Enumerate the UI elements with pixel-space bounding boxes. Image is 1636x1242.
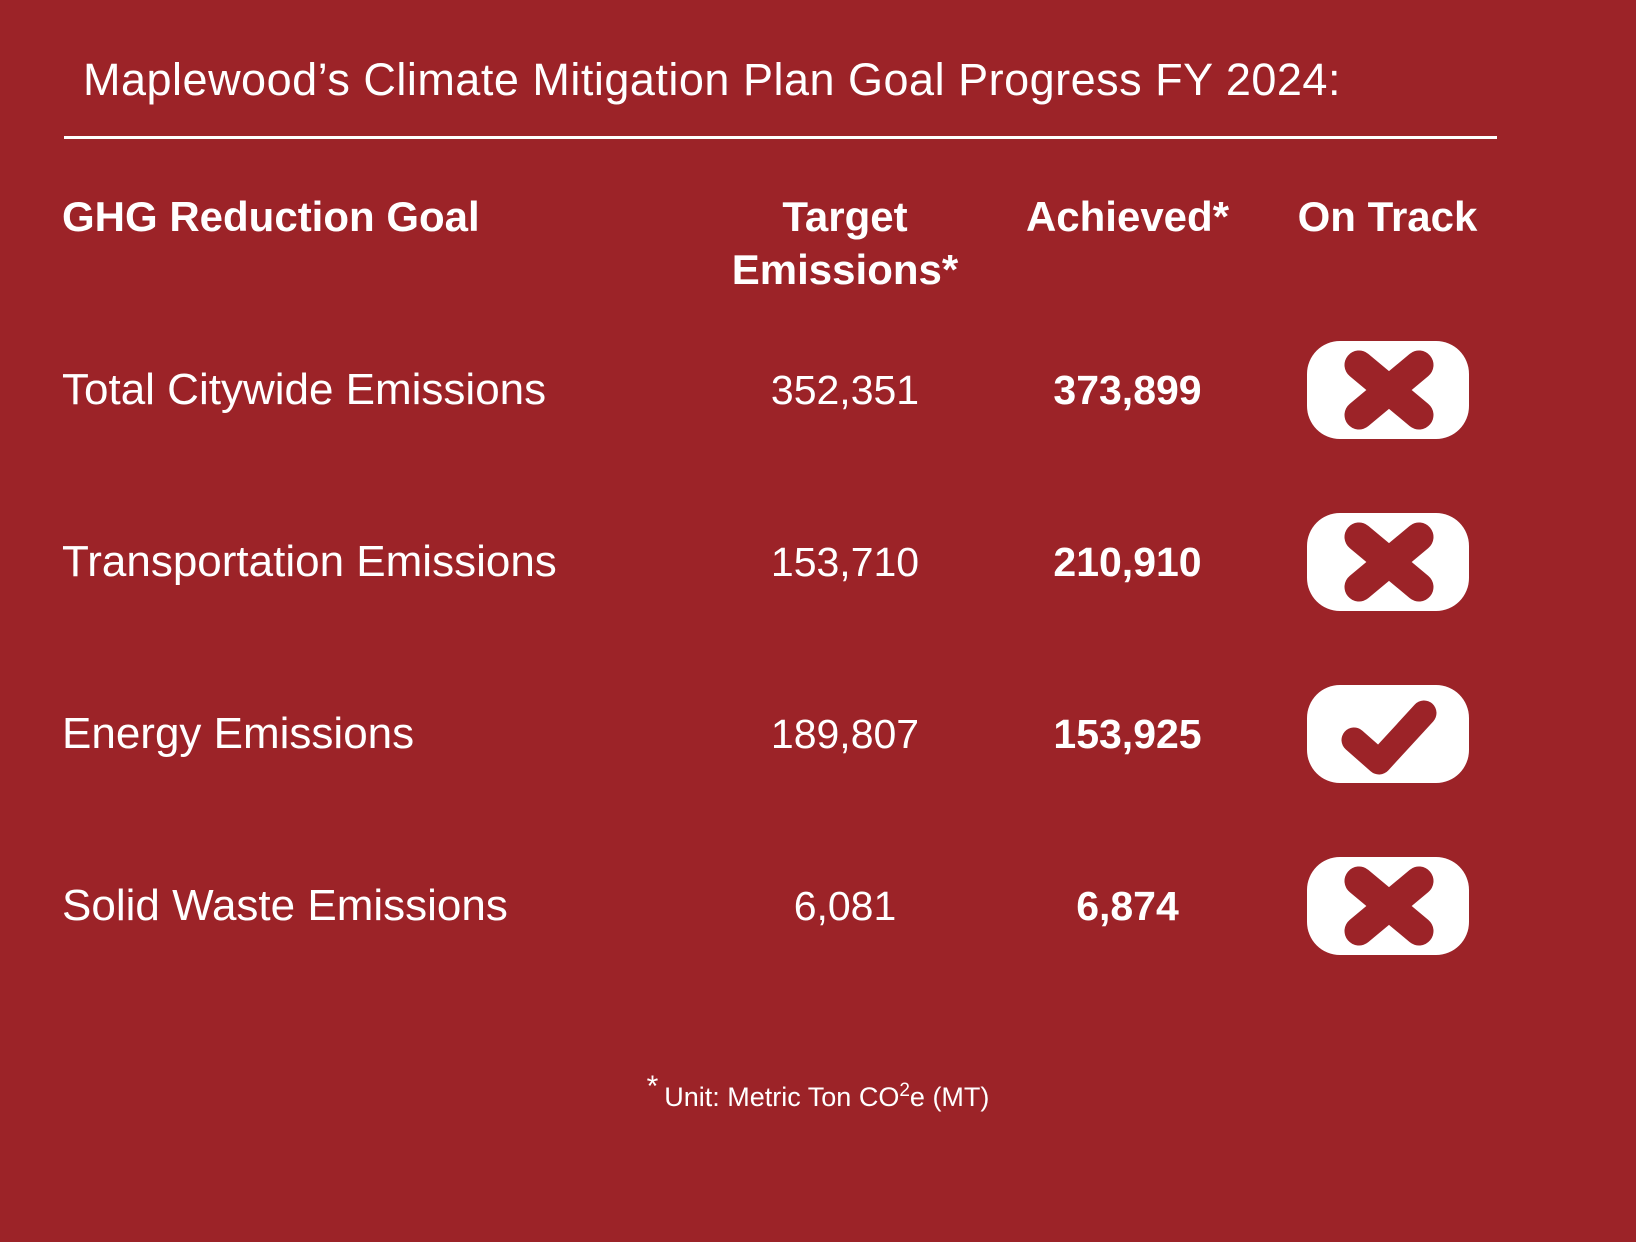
goal-label: Total Citywide Emissions (62, 365, 547, 414)
header-on-track: On Track (1297, 193, 1478, 240)
goal-label: Solid Waste Emissions (62, 881, 508, 930)
target-value: 352,351 (770, 366, 920, 413)
ghg-progress-table: GHG Reduction Goal Target Emissions* Ach… (62, 191, 1636, 992)
status-badge (1306, 685, 1469, 783)
table-row: Total Citywide Emissions 352,351 373,899 (62, 304, 1636, 476)
table-row: Energy Emissions 189,807 153,925 (62, 648, 1636, 820)
x-icon (1344, 522, 1433, 602)
goal-label: Energy Emissions (62, 709, 415, 758)
target-value: 189,807 (770, 710, 920, 757)
status-badge (1306, 857, 1469, 955)
status-badge (1306, 513, 1469, 611)
footnote-suffix: e (MT) (909, 1082, 990, 1112)
achieved-value: 153,925 (1053, 710, 1202, 757)
achieved-value: 210,910 (1053, 538, 1202, 585)
table-row: Solid Waste Emissions 6,081 6,874 (62, 820, 1636, 992)
achieved-value: 373,899 (1053, 366, 1202, 413)
footnote-text: Unit: Metric Ton CO (664, 1082, 900, 1112)
table-row: Transportation Emissions 153,710 210,910 (62, 476, 1636, 648)
achieved-value: 6,874 (1076, 882, 1179, 929)
header-target: Target Emissions* (731, 193, 959, 293)
header-goal: GHG Reduction Goal (62, 193, 480, 240)
page-title: Maplewood’s Climate Mitigation Plan Goal… (83, 54, 1341, 105)
goal-label: Transportation Emissions (62, 537, 557, 586)
x-icon (1344, 350, 1433, 430)
unit-footnote: * Unit: Metric Ton CO2e (MT) (0, 1070, 1636, 1113)
header-achieved: Achieved* (1025, 193, 1230, 240)
title-divider (64, 136, 1497, 139)
status-badge (1306, 341, 1469, 439)
target-value: 153,710 (770, 538, 920, 585)
x-icon (1344, 866, 1433, 946)
footnote-superscript: 2 (899, 1080, 910, 1101)
table-header-row: GHG Reduction Goal Target Emissions* Ach… (62, 191, 1636, 296)
check-icon (1341, 700, 1436, 775)
footnote-asterisk: * (646, 1070, 659, 1103)
target-value: 6,081 (793, 882, 897, 929)
